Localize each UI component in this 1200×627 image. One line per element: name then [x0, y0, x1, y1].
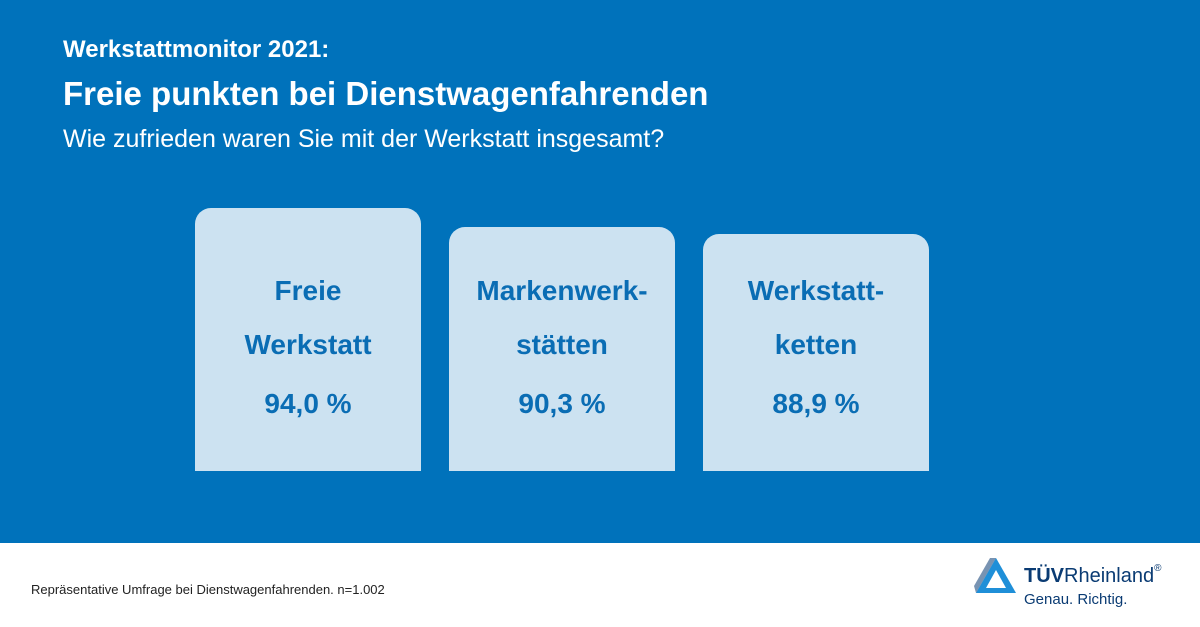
data-label: 90,3 %: [518, 388, 606, 419]
category-label-line: Markenwerk-: [476, 275, 648, 306]
chart-kicker: Werkstattmonitor 2021:: [63, 36, 330, 63]
category-label-line: ketten: [774, 329, 858, 361]
category-label-line: Werkstatt-: [747, 275, 885, 306]
brand-name-rest: Rheinland: [1064, 565, 1155, 587]
category-label: Werkstatt- ketten: [703, 264, 929, 372]
brand-name: TÜVRheinland®: [1024, 563, 1162, 588]
bar-werkstattketten: [703, 233, 929, 471]
registered-mark: ®: [1154, 563, 1162, 574]
chart-panel: Werkstattmonitor 2021: Freie punkten bei…: [0, 0, 1200, 543]
category-label: Freie Werkstatt: [195, 264, 421, 372]
data-label: 88,9 %: [772, 388, 860, 419]
tuv-triangle-icon: [974, 558, 1016, 593]
chart-question: Wie zufrieden waren Sie mit der Werkstat…: [63, 125, 665, 153]
category-label-line: Werkstatt: [244, 329, 372, 361]
category-label: Markenwerk- stätten: [449, 264, 675, 372]
category-label-line: Freie: [274, 275, 342, 306]
brand-name-strong: TÜV: [1024, 565, 1064, 587]
bar-markenwerkstaetten: [449, 226, 675, 471]
chart-title: Freie punkten bei Dienstwagenfahrenden: [63, 75, 709, 112]
bar-freie-werkstatt: [195, 208, 421, 471]
source-footnote: Repräsentative Umfrage bei Dienstwagenfa…: [31, 582, 385, 597]
data-label: 94,0 %: [264, 388, 352, 419]
category-label-line: stätten: [516, 329, 608, 361]
brand-tagline: Genau. Richtig.: [1024, 591, 1128, 608]
